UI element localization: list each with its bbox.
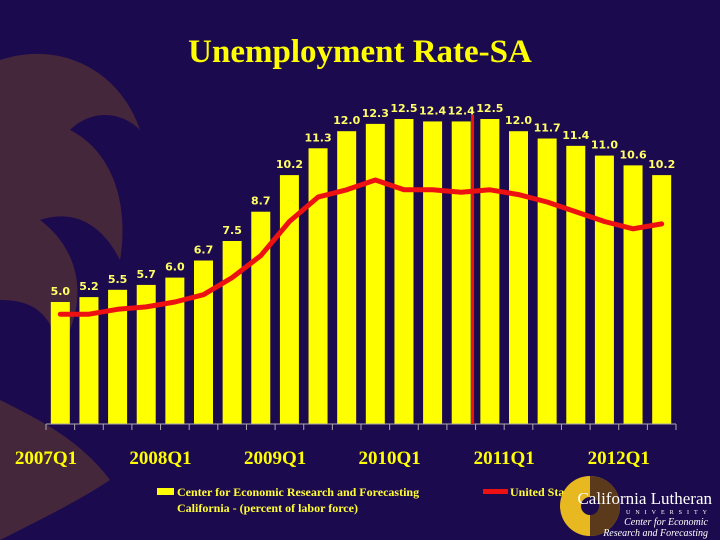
logo-dept-2: Research and Forecasting [602,528,708,539]
us-point-2010Q3 [460,191,462,193]
us-point-2007Q2 [88,313,90,315]
bar-2011Q1 [509,131,528,424]
us-point-2011Q3 [575,211,577,213]
bar-2007Q2 [79,297,99,424]
bar-2010Q3 [451,121,471,424]
us-point-2008Q3 [231,277,233,279]
us-point-2011Q2 [546,201,548,203]
x-tick-label-2010Q1: 2010Q1 [358,448,420,469]
us-point-2007Q4 [145,306,147,308]
chart-title: Unemployment Rate-SA [188,34,532,70]
background-swirl-decoration [0,53,140,540]
us-point-2009Q2 [317,196,319,198]
bar-2009Q3 [337,131,357,424]
legend-swatch-california [157,488,174,495]
data-label-2009Q4: 12.3 [362,107,389,120]
us-point-2010Q4 [489,189,491,191]
bar-2008Q1 [165,277,185,424]
bar-2011Q4 [594,155,614,424]
data-label-2008Q4: 8.7 [251,195,271,208]
bar-2009Q2 [308,148,328,424]
data-label-2007Q2: 5.2 [79,280,99,293]
legend: Center for Economic Research and Forecas… [157,485,579,515]
x-tick-label-2011Q1: 2011Q1 [474,448,535,469]
us-point-2009Q3 [346,189,348,191]
us-point-2011Q1 [518,194,519,196]
x-tick-label-2008Q1: 2008Q1 [129,448,191,469]
bar-2009Q4 [365,123,385,424]
data-label-2012Q1: 10.6 [619,148,646,161]
data-label-2009Q1: 10.2 [276,158,303,171]
x-tick-label-2007Q1: 2007Q1 [15,448,77,469]
us-point-2008Q4 [260,255,262,257]
data-label-2012Q2: 10.2 [648,158,675,171]
data-label-2007Q1: 5.0 [51,285,71,298]
bar-2007Q4 [136,284,156,424]
bar-2010Q1 [394,119,414,424]
us-point-2007Q3 [117,308,119,310]
us-point-2011Q4 [603,220,605,222]
us-point-2012Q2 [661,223,663,225]
legend-label-california-2: California - (percent of labor force) [177,501,358,515]
bar-2007Q1 [50,302,70,424]
bar-2010Q2 [423,121,443,424]
us-point-2010Q2 [432,189,434,191]
us-point-2007Q1 [59,313,61,315]
us-point-2008Q1 [174,301,176,303]
us-point-2012Q1 [632,228,634,230]
us-point-2008Q2 [203,294,204,296]
bar-2008Q2 [194,260,213,424]
data-label-2010Q3: 12.4 [448,104,475,117]
us-point-2009Q4 [374,179,376,181]
x-tick-label-2009Q1: 2009Q1 [244,448,306,469]
bar-2007Q3 [108,289,128,424]
bar-2009Q1 [279,175,299,424]
data-label-2008Q3: 7.5 [222,224,242,237]
x-tick-label-2012Q1: 2012Q1 [588,448,650,469]
us-point-2010Q1 [403,189,405,191]
data-label-2010Q2: 12.4 [419,104,446,117]
data-label-2009Q3: 12.0 [333,114,360,127]
legend-label-california-1: Center for Economic Research and Forecas… [177,485,419,499]
data-label-2008Q2: 6.7 [194,244,214,257]
data-label-2007Q4: 5.7 [136,268,156,281]
data-label-2011Q3: 11.4 [562,129,589,142]
us-line [57,177,665,317]
data-label-2010Q4: 12.5 [476,102,503,115]
legend-label-us: United States [510,485,579,499]
bar-2012Q2 [652,175,672,424]
bar-2011Q3 [566,145,586,424]
data-label-2011Q4: 11.0 [591,139,618,152]
data-label-2011Q2: 11.7 [534,122,561,135]
legend-swatch-us [483,489,508,494]
data-label-2008Q1: 6.0 [165,261,185,274]
bar-2008Q3 [222,241,242,424]
data-label-2011Q1: 12.0 [505,114,532,127]
bar-2012Q1 [623,165,643,425]
bar-2008Q4 [251,211,271,424]
logo-sub: UNIVERSITY [626,510,712,516]
cal-lutheran-logo: California Lutheran UNIVERSITY Center fo… [560,476,712,539]
bar-2010Q4 [480,119,500,424]
data-label-2010Q1: 12.5 [390,102,417,115]
logo-dept-1: Center for Economic [624,517,708,528]
data-label-2007Q3: 5.5 [108,273,128,286]
logo-name: California Lutheran [577,489,712,508]
bar-2011Q2 [537,138,557,424]
data-label-2009Q2: 11.3 [304,131,331,144]
us-point-2009Q1 [288,220,290,222]
